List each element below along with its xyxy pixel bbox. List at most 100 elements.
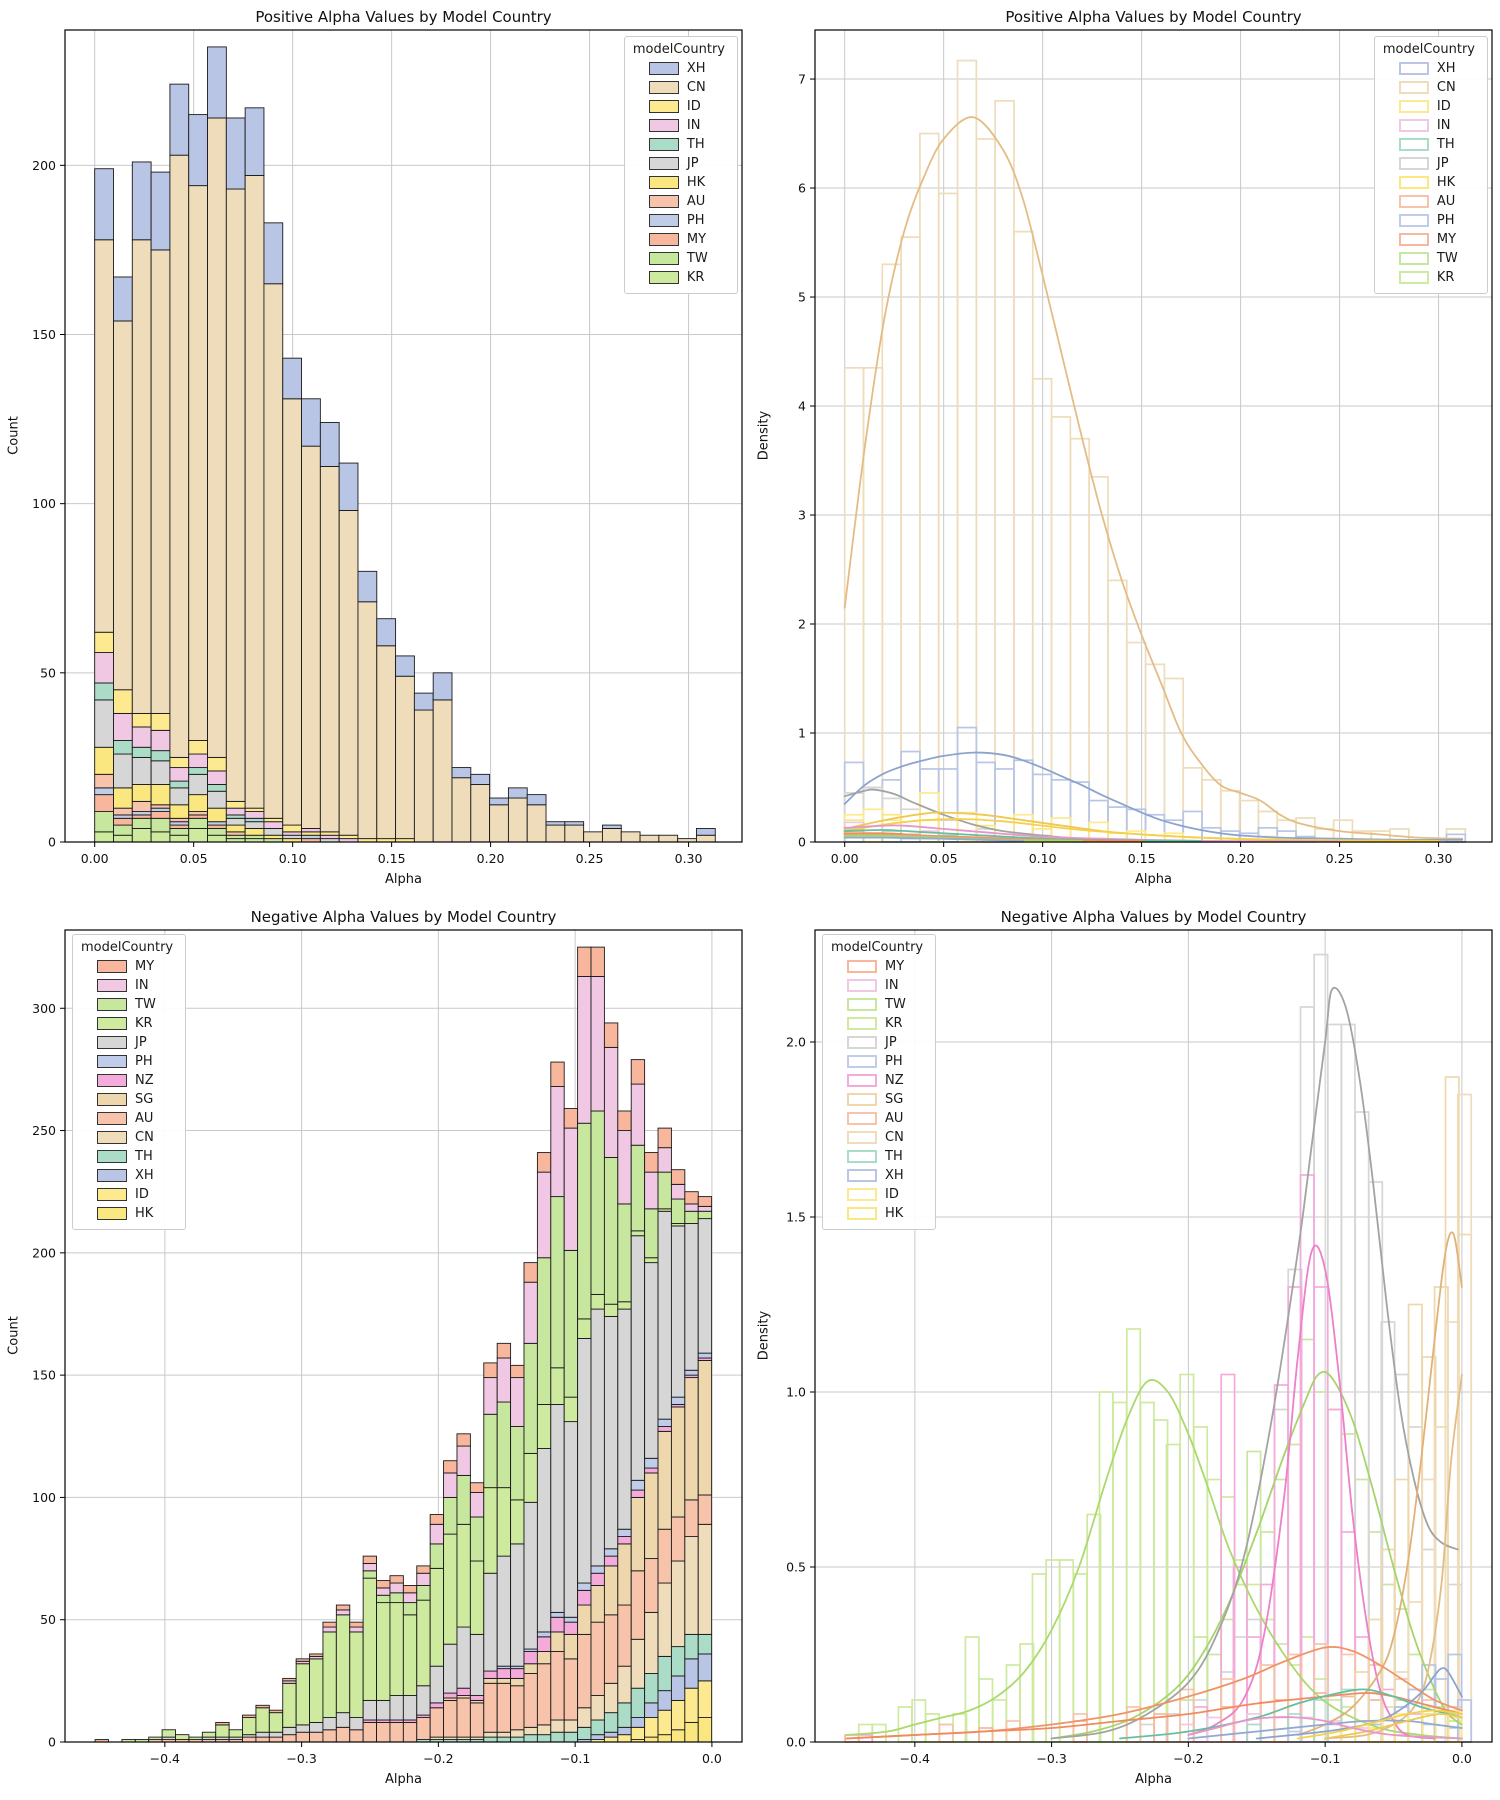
negative-count-histogram-plot: −0.4 −0.3 −0.2 −0.1 0.0 0 50 100 150 200 250 300 (32, 929, 743, 1766)
legend-item-th: TH (81, 1147, 173, 1166)
svg-text:50: 50 (40, 665, 56, 680)
svg-text:300: 300 (32, 1001, 56, 1016)
legend-swatch-jp-icon (1398, 157, 1429, 170)
legend-swatch-xh-icon (1398, 62, 1429, 75)
legend-item-in: IN (1383, 116, 1475, 135)
legend-item-nz: NZ (831, 1071, 923, 1090)
svg-text:0.30: 0.30 (675, 851, 703, 866)
positive-density-histogram-plot: 0.00 0.05 0.10 0.15 0.20 0.25 0.30 0 1 2 3 4 5 6 7 (798, 29, 1493, 866)
svg-text:−0.2: −0.2 (423, 1751, 453, 1766)
legend: modelCountry XH CN ID IN TH JP HK AU PH MY TW KR (1373, 36, 1488, 294)
legend-item-ph: PH (633, 211, 725, 230)
legend-swatch-tw-icon (847, 998, 877, 1011)
legend-title: modelCountry (831, 940, 924, 955)
legend-label: JP (135, 1035, 147, 1050)
svg-text:0.15: 0.15 (1128, 851, 1156, 866)
svg-text:−0.1: −0.1 (1310, 1751, 1340, 1766)
legend-title: modelCountry (1382, 42, 1475, 57)
legend-item-hk: HK (1383, 173, 1475, 192)
legend-swatch-nz-icon (847, 1074, 877, 1087)
legend-label: TW (135, 997, 156, 1012)
svg-text:0.0: 0.0 (1452, 1751, 1472, 1766)
legend-item-au: AU (81, 1109, 173, 1128)
legend-swatch-kr-icon (1398, 271, 1429, 284)
legend-item-au: AU (1383, 192, 1475, 211)
legend-label: CN (885, 1130, 904, 1145)
legend-swatch-my-icon (1398, 233, 1429, 246)
legend-swatch-ph-icon (648, 214, 679, 227)
legend-swatch-cn-icon (1398, 81, 1429, 94)
legend-item-kr: KR (1383, 268, 1475, 287)
svg-text:100: 100 (32, 1490, 56, 1505)
legend-label: ID (135, 1187, 149, 1202)
legend-label: XH (885, 1168, 904, 1183)
legend: modelCountry MY IN TW KR JP PH NZ SG AU CN TH XH ID HK (72, 934, 187, 1230)
legend-item-my: MY (633, 230, 725, 249)
legend-swatch-kr-icon (97, 1017, 127, 1030)
legend-item-jp: JP (81, 1033, 173, 1052)
legend-item-jp: JP (831, 1033, 923, 1052)
legend-label: HK (1436, 175, 1456, 190)
legend-label: CN (686, 80, 706, 95)
legend-swatch-tw-icon (1398, 252, 1429, 265)
legend-item-nz: NZ (81, 1071, 173, 1090)
legend-item-id: ID (831, 1185, 923, 1204)
legend-label: JP (885, 1035, 897, 1050)
legend-swatch-my-icon (847, 960, 877, 973)
svg-text:0.5: 0.5 (786, 1560, 806, 1575)
legend-swatch-ph-icon (847, 1055, 877, 1068)
legend-item-jp: JP (1383, 154, 1475, 173)
legend-label: TH (885, 1149, 903, 1164)
legend-label: IN (686, 118, 701, 133)
legend: modelCountry MY IN TW KR JP PH NZ SG AU CN TH XH ID HK (822, 934, 937, 1230)
legend-label: AU (686, 194, 706, 209)
legend-label: MY (885, 959, 905, 974)
legend-item-in: IN (831, 976, 923, 995)
legend-label: TH (135, 1149, 153, 1164)
svg-text:100: 100 (32, 496, 56, 511)
svg-text:0.05: 0.05 (180, 851, 208, 866)
kde-curves (843, 116, 1464, 843)
svg-text:2.0: 2.0 (786, 1035, 806, 1050)
x-axis-label: Alpha (1135, 1772, 1172, 1787)
legend-label: MY (135, 959, 155, 974)
svg-text:1.5: 1.5 (786, 1210, 806, 1225)
svg-text:0.20: 0.20 (477, 851, 505, 866)
legend-label: CN (1436, 80, 1456, 95)
panel-positive-count-histogram: Positive Alpha Values by Model Country C… (0, 0, 750, 900)
legend-swatch-id-icon (847, 1188, 877, 1201)
chart-title: Positive Alpha Values by Model Country (1005, 8, 1302, 26)
svg-text:0.05: 0.05 (930, 851, 958, 866)
legend-label: PH (1436, 213, 1455, 228)
legend-swatch-my-icon (648, 233, 679, 246)
legend-label: MY (686, 232, 707, 247)
svg-text:0: 0 (48, 835, 56, 850)
legend-label: TH (1436, 137, 1455, 152)
legend: modelCountry XH CN ID IN TH JP HK AU PH MY TW KR (623, 36, 738, 294)
legend-label: TW (885, 997, 906, 1012)
legend-swatch-id-icon (1398, 100, 1429, 113)
legend-swatch-au-icon (847, 1112, 877, 1125)
legend-label: HK (135, 1206, 154, 1221)
svg-text:−0.2: −0.2 (1173, 1751, 1203, 1766)
legend-item-my: MY (1383, 230, 1475, 249)
legend-label: TW (686, 251, 708, 266)
legend-item-tw: TW (831, 995, 923, 1014)
chart-title: Negative Alpha Values by Model Country (250, 908, 557, 926)
legend-item-sg: SG (81, 1090, 173, 1109)
legend-item-xh: XH (81, 1166, 173, 1185)
legend-swatch-xh-icon (847, 1169, 877, 1182)
legend-item-xh: XH (831, 1166, 923, 1185)
svg-text:−0.3: −0.3 (286, 1751, 316, 1766)
legend-label: AU (1436, 194, 1456, 209)
step-outline-bars (844, 953, 1473, 1743)
svg-text:0.0: 0.0 (702, 1751, 722, 1766)
legend-swatch-au-icon (1398, 195, 1429, 208)
svg-text:50: 50 (40, 1612, 56, 1627)
legend-swatch-nz-icon (97, 1074, 127, 1087)
svg-text:0.25: 0.25 (576, 851, 604, 866)
legend-label: PH (885, 1054, 903, 1069)
legend-swatch-th-icon (1398, 138, 1429, 151)
svg-text:−0.3: −0.3 (1036, 1751, 1066, 1766)
legend-swatch-th-icon (847, 1150, 877, 1163)
